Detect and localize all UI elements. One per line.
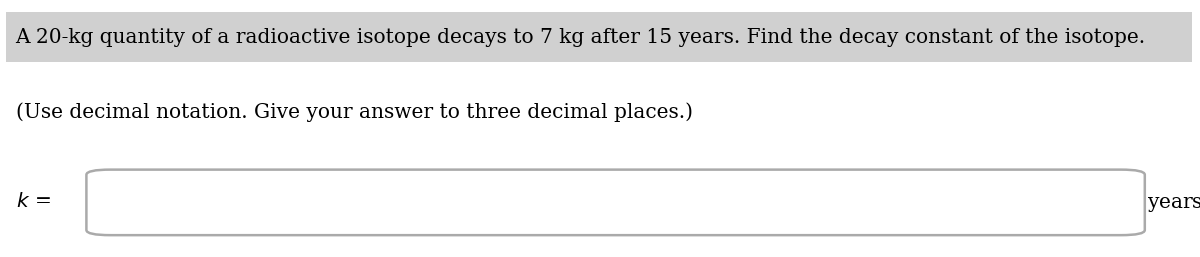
FancyBboxPatch shape <box>86 170 1145 235</box>
Text: years$^{-1}$: years$^{-1}$ <box>1147 189 1200 215</box>
FancyBboxPatch shape <box>6 12 1192 62</box>
Text: A 20-kg quantity of a radioactive isotope decays to 7 kg after 15 years. Find th: A 20-kg quantity of a radioactive isotop… <box>16 28 1146 47</box>
Text: (Use decimal notation. Give your answer to three decimal places.): (Use decimal notation. Give your answer … <box>16 102 692 122</box>
Text: $k$ =: $k$ = <box>16 192 50 211</box>
